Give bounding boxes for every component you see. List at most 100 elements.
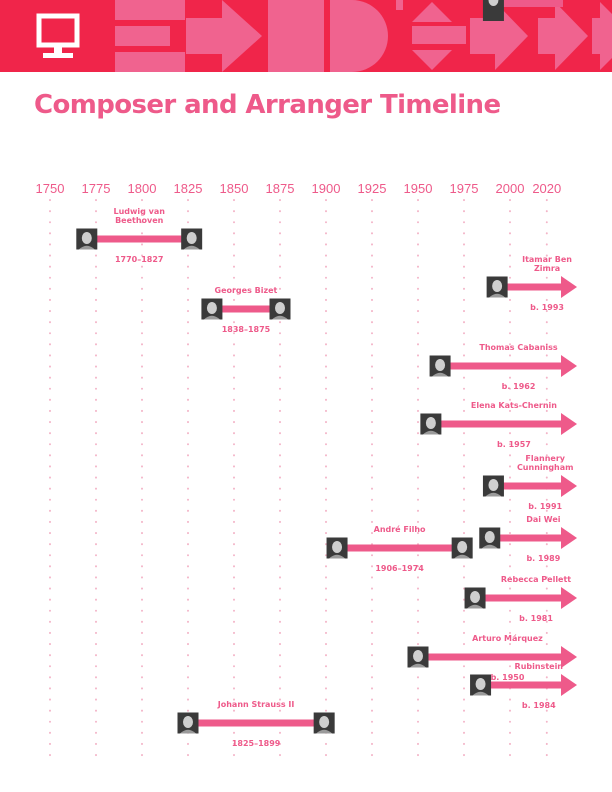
tick-label: 1850 xyxy=(220,181,249,196)
lifespan-bar xyxy=(489,534,563,542)
tick-label: 1800 xyxy=(128,181,157,196)
composer-name: Rubinstein xyxy=(515,662,564,671)
portrait-shoulders xyxy=(485,492,502,497)
composer-name: André Filho xyxy=(374,524,426,534)
composer-dates: b. 1991 xyxy=(528,0,562,2)
portrait-face xyxy=(457,541,468,553)
living-arrow xyxy=(561,587,577,609)
portrait-face xyxy=(81,232,92,244)
portrait-shoulders xyxy=(329,554,346,559)
portrait-shoulders xyxy=(432,372,449,377)
composer-dates: b. 1993 xyxy=(530,303,564,312)
monitor-icon xyxy=(36,13,80,58)
composer-name: Flannery xyxy=(525,454,565,463)
lifespan-bar xyxy=(86,235,192,243)
axis-tick-labels: 1750 1775 1800 1825 1850 1875 1900 1925 1950 1975… xyxy=(36,181,562,196)
composer-name: Tali xyxy=(531,653,547,662)
living-arrow xyxy=(561,276,577,298)
portrait-shoulders xyxy=(203,315,220,320)
living-arrow xyxy=(561,413,577,435)
portrait-face xyxy=(319,716,330,728)
composer-dates: b. 1957 xyxy=(497,440,531,449)
composer-name: Tawengwa xyxy=(522,0,569,2)
composer-row: Dai Wei b. 1989 xyxy=(479,515,577,563)
lifespan-bar xyxy=(497,283,563,291)
composer-row: TanyaradzwaTawengwab. 1991 xyxy=(482,0,575,21)
tick-label: 1925 xyxy=(358,181,387,196)
portrait-shoulders xyxy=(472,691,489,696)
tick-label: 1775 xyxy=(82,181,111,196)
portrait-face xyxy=(183,716,193,728)
lifespan-bar xyxy=(188,719,325,727)
portrait-shoulders xyxy=(489,293,506,298)
tick-label: 1900 xyxy=(312,181,341,196)
composer-name: Zimra xyxy=(534,264,560,273)
portrait-face xyxy=(435,359,446,371)
lifespan-bar xyxy=(493,482,563,490)
tick-label: 2000 xyxy=(496,181,525,196)
portrait-shoulders xyxy=(78,245,95,250)
composer-dates: b. 1989 xyxy=(526,554,560,563)
portrait-shoulders xyxy=(422,430,439,435)
living-arrow xyxy=(561,674,577,696)
composer-name: Itamar Ben xyxy=(522,255,572,264)
portrait-face xyxy=(332,541,343,553)
composer-dates: 1906–1974 xyxy=(375,564,424,573)
composer-row: André Filho 1906–1974 xyxy=(326,524,473,573)
living-arrow xyxy=(561,527,577,549)
lifespan-bar xyxy=(493,0,563,7)
composer-name: Tanyaradzwa xyxy=(516,0,575,2)
portrait-face xyxy=(275,302,285,314)
living-arrow xyxy=(561,646,577,668)
composer-row: Johann Strauss II 1825–1899 xyxy=(177,700,335,748)
composer-name: Thomas Cabaniss xyxy=(479,343,558,352)
portrait-face xyxy=(492,280,503,292)
tick-label: 1825 xyxy=(174,181,203,196)
composer-dates: b. 1991 xyxy=(528,502,562,511)
portrait-face xyxy=(475,678,486,690)
composer-dates: 1838–1875 xyxy=(222,325,271,334)
lifespan-bar xyxy=(337,544,463,552)
portrait-face xyxy=(186,232,197,244)
composer-name: Elena Kats-Chernin xyxy=(471,401,557,410)
composer-row: Georges Bizet 1838–1875 xyxy=(201,286,291,334)
portrait-face xyxy=(425,417,436,429)
portrait-face xyxy=(470,591,481,603)
composer-dates: b. 1962 xyxy=(502,382,536,391)
composer-name: Georges Bizet xyxy=(215,286,278,295)
page-title: Composer and Arranger Timeline xyxy=(34,90,501,120)
composer-dates: 1770–1827 xyxy=(115,255,164,264)
portrait-shoulders xyxy=(180,729,196,734)
composer-name: Arturo Márquez xyxy=(472,634,543,643)
lifespan-bar xyxy=(480,681,563,689)
banner-decoration xyxy=(115,0,612,72)
lifespan-bar xyxy=(430,420,563,428)
lifespan-bar xyxy=(418,653,563,661)
composer-name: Ludwig van xyxy=(113,207,165,216)
lifespan-bar xyxy=(440,362,563,370)
tick-label: 2020 xyxy=(532,181,561,196)
portrait-shoulders xyxy=(316,729,333,734)
tick-label: 1875 xyxy=(266,181,295,196)
portrait-shoulders xyxy=(454,554,471,559)
portrait-shoulders xyxy=(183,245,200,250)
portrait-face xyxy=(484,531,495,543)
composer-name: Johann Strauss II xyxy=(217,700,295,709)
composer-dates: b. 1950 xyxy=(491,673,525,682)
portrait-shoulders xyxy=(410,663,426,668)
composer-name: Cunningham xyxy=(517,463,574,472)
portrait-face xyxy=(488,479,499,491)
portrait-shoulders xyxy=(272,315,288,320)
living-arrow xyxy=(561,475,577,497)
tick-label: 1975 xyxy=(450,181,479,196)
portrait-face xyxy=(488,0,499,6)
lifespan-bar xyxy=(211,305,280,313)
composer-row: Rebecca Pellett b. 1981 xyxy=(464,575,577,623)
composer-dates: b. 1984 xyxy=(522,701,556,710)
composer-dates: b. 1981 xyxy=(519,614,553,623)
portrait-shoulders xyxy=(467,604,484,609)
